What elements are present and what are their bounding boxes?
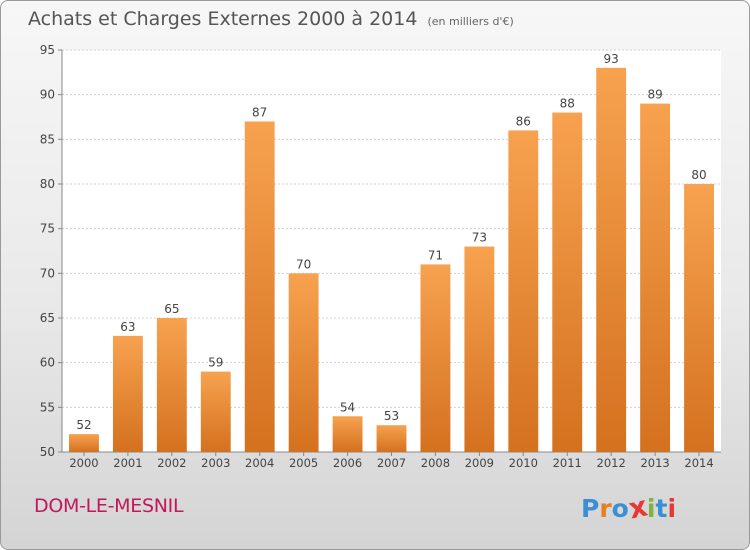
data-label: 59 xyxy=(208,356,223,370)
bar xyxy=(156,318,187,452)
logo-letter: r xyxy=(599,494,612,523)
bar xyxy=(376,425,407,452)
y-tick-label: 95 xyxy=(40,43,55,57)
data-label: 71 xyxy=(428,248,443,262)
y-tick-label: 75 xyxy=(40,222,55,236)
logo-letter: o xyxy=(611,494,629,523)
data-label: 65 xyxy=(164,302,179,316)
bar xyxy=(684,184,714,452)
logo-letter: i xyxy=(646,494,656,523)
x-tick-label: 2005 xyxy=(289,456,318,470)
bar xyxy=(464,246,495,452)
bar xyxy=(200,371,231,452)
x-tick-label: 2003 xyxy=(201,456,230,470)
chart-unit: (en milliers d'€) xyxy=(427,15,514,28)
y-tick-label: 85 xyxy=(40,132,55,146)
data-label: 53 xyxy=(384,409,399,423)
x-tick-label: 2002 xyxy=(157,456,186,470)
logo-letter: P xyxy=(581,494,600,523)
commune-name: DOM-LE-MESNIL xyxy=(34,495,184,517)
y-tick-label: 60 xyxy=(40,356,55,370)
y-tick-label: 90 xyxy=(40,88,55,102)
data-label: 54 xyxy=(340,400,355,414)
x-tick-label: 2009 xyxy=(465,456,494,470)
data-label: 70 xyxy=(296,257,311,271)
x-tick-label: 2013 xyxy=(640,456,669,470)
proxiti-logo[interactable]: Proxiti xyxy=(581,489,677,525)
data-label: 89 xyxy=(647,88,662,102)
x-tick-label: 2000 xyxy=(69,456,98,470)
y-tick-label: 55 xyxy=(40,400,55,414)
y-tick-label: 65 xyxy=(40,311,55,325)
data-label: 86 xyxy=(516,114,531,128)
y-tick-label: 80 xyxy=(40,177,55,191)
bar xyxy=(552,112,583,453)
logo-letter: t xyxy=(655,494,668,523)
y-tick-label: 70 xyxy=(40,266,55,280)
data-label: 52 xyxy=(76,418,91,432)
logo-letter: i xyxy=(667,494,677,523)
x-tick-label: 2006 xyxy=(333,456,362,470)
chart-title: Achats et Charges Externes 2000 à 2014 (e… xyxy=(28,8,514,30)
bar xyxy=(640,103,671,452)
data-label: 73 xyxy=(472,231,487,245)
bar xyxy=(112,335,143,452)
bar xyxy=(508,130,539,452)
x-tick-label: 2010 xyxy=(509,456,538,470)
x-tick-label: 2007 xyxy=(377,456,406,470)
x-tick-label: 2012 xyxy=(597,456,626,470)
x-tick-label: 2014 xyxy=(684,456,713,470)
bar xyxy=(288,273,319,452)
bar xyxy=(69,434,99,452)
x-tick-label: 2001 xyxy=(113,456,142,470)
bar xyxy=(596,67,627,452)
data-label: 87 xyxy=(252,105,267,119)
bar xyxy=(420,264,451,452)
chart-title-text: Achats et Charges Externes 2000 à 2014 xyxy=(28,8,418,30)
data-label: 63 xyxy=(120,320,135,334)
bar xyxy=(332,416,363,452)
data-label: 80 xyxy=(691,168,706,182)
bar xyxy=(244,121,275,452)
x-tick-label: 2008 xyxy=(421,456,450,470)
y-tick-label: 50 xyxy=(40,445,55,459)
data-label: 93 xyxy=(604,52,619,66)
data-label: 88 xyxy=(560,97,575,111)
x-tick-label: 2011 xyxy=(553,456,582,470)
x-tick-label: 2004 xyxy=(245,456,274,470)
